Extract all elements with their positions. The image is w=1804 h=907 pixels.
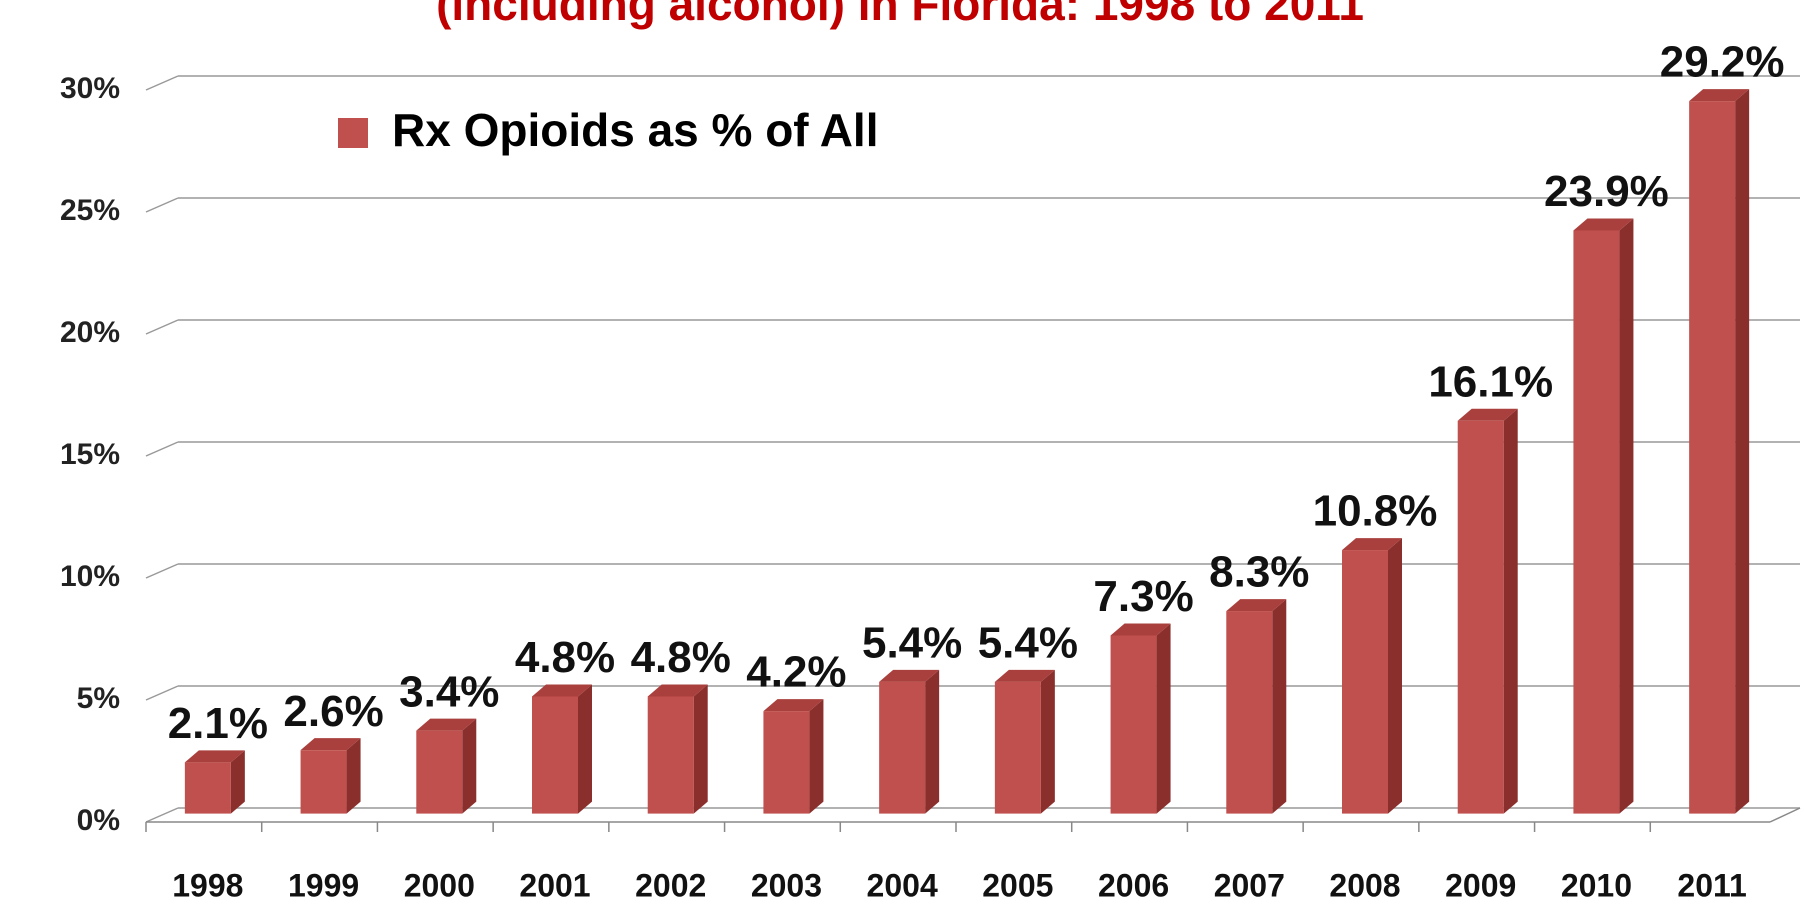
bar-top bbox=[994, 669, 1055, 682]
x-tick-label: 2003 bbox=[751, 867, 822, 903]
axis-line bbox=[1769, 807, 1801, 823]
data-label: 3.4% bbox=[399, 667, 499, 716]
bar bbox=[1573, 230, 1620, 814]
bar bbox=[1689, 101, 1736, 814]
x-tick-label: 2010 bbox=[1561, 867, 1632, 903]
bar-side bbox=[1619, 218, 1634, 814]
data-label: 16.1% bbox=[1428, 357, 1553, 406]
bar bbox=[1457, 420, 1504, 814]
data-label: 5.4% bbox=[978, 618, 1078, 667]
bar-side bbox=[462, 718, 477, 814]
bar bbox=[1226, 611, 1273, 814]
x-tick-label: 2000 bbox=[404, 867, 475, 903]
chart-title: (including alcohol) in Florida: 1998 to … bbox=[436, 0, 1364, 30]
bar bbox=[1342, 550, 1388, 814]
data-label: 8.3% bbox=[1209, 548, 1309, 597]
x-tick-label: 2005 bbox=[982, 867, 1053, 903]
grid-line bbox=[145, 441, 179, 457]
bar-side bbox=[1272, 599, 1287, 814]
bar-top bbox=[1226, 599, 1287, 612]
y-tick-label: 20% bbox=[60, 316, 120, 349]
bar-top bbox=[879, 669, 940, 682]
legend-swatch bbox=[338, 118, 368, 148]
y-tick-label: 0% bbox=[77, 804, 120, 837]
bar-side bbox=[230, 750, 245, 814]
data-label: 7.3% bbox=[1093, 572, 1193, 621]
x-tick-label: 2009 bbox=[1445, 867, 1516, 903]
bar bbox=[300, 750, 347, 814]
legend-label: Rx Opioids as % of All bbox=[392, 104, 878, 156]
bar-side bbox=[1735, 89, 1750, 814]
data-label: 10.8% bbox=[1313, 487, 1438, 536]
bar bbox=[184, 762, 231, 814]
bar-side bbox=[346, 738, 361, 814]
grid-line bbox=[145, 319, 179, 335]
data-label: 4.8% bbox=[631, 633, 731, 682]
bar-top bbox=[1573, 218, 1634, 231]
bar-side bbox=[1503, 408, 1518, 814]
y-tick-label: 25% bbox=[60, 194, 120, 227]
x-tick-label: 1998 bbox=[172, 867, 243, 903]
bar-side bbox=[925, 669, 940, 814]
data-label: 2.6% bbox=[283, 687, 383, 736]
x-tick-label: 2011 bbox=[1677, 867, 1746, 903]
bar-top bbox=[532, 684, 592, 697]
x-tick-label: 1999 bbox=[288, 867, 359, 903]
grid-line bbox=[145, 75, 179, 91]
bar-side bbox=[1156, 623, 1171, 814]
data-label: 4.2% bbox=[746, 648, 846, 697]
bar bbox=[416, 730, 463, 814]
bar-side bbox=[1388, 538, 1402, 814]
data-label: 5.4% bbox=[862, 618, 962, 667]
bar-top bbox=[1689, 89, 1750, 102]
y-tick-label: 10% bbox=[60, 560, 120, 593]
x-tick-label: 2002 bbox=[635, 867, 706, 903]
y-tick-label: 30% bbox=[60, 72, 120, 105]
bar-top bbox=[763, 699, 824, 712]
bar bbox=[763, 711, 810, 814]
bar-top bbox=[647, 684, 708, 697]
bar-side bbox=[693, 684, 708, 814]
data-label: 29.2% bbox=[1660, 38, 1785, 87]
grid-line bbox=[145, 685, 179, 701]
data-label: 2.1% bbox=[168, 699, 268, 748]
x-tick-label: 2007 bbox=[1214, 867, 1285, 903]
bar bbox=[647, 696, 694, 814]
bar bbox=[532, 696, 578, 814]
bar-top bbox=[416, 718, 477, 731]
grid-line bbox=[145, 807, 179, 823]
grid-line bbox=[145, 197, 179, 213]
x-tick-label: 2004 bbox=[867, 867, 938, 903]
data-label: 4.8% bbox=[515, 633, 615, 682]
data-label: 23.9% bbox=[1544, 167, 1669, 216]
grid-line bbox=[145, 563, 179, 579]
x-tick-label: 2006 bbox=[1098, 867, 1169, 903]
bar-top bbox=[1342, 538, 1402, 551]
bar-side bbox=[578, 684, 592, 814]
bar-side bbox=[809, 699, 824, 814]
y-tick-label: 15% bbox=[60, 438, 120, 471]
x-tick-label: 2001 bbox=[519, 867, 590, 903]
bar-top bbox=[1457, 408, 1518, 421]
bar bbox=[994, 681, 1041, 814]
bar-top bbox=[184, 750, 245, 763]
bar-top bbox=[1110, 623, 1171, 636]
bar-top bbox=[300, 738, 361, 751]
bar-side bbox=[1040, 669, 1055, 814]
y-tick-label: 5% bbox=[77, 682, 120, 715]
x-tick-label: 2008 bbox=[1329, 867, 1400, 903]
bar bbox=[879, 681, 926, 814]
bar bbox=[1110, 635, 1157, 814]
